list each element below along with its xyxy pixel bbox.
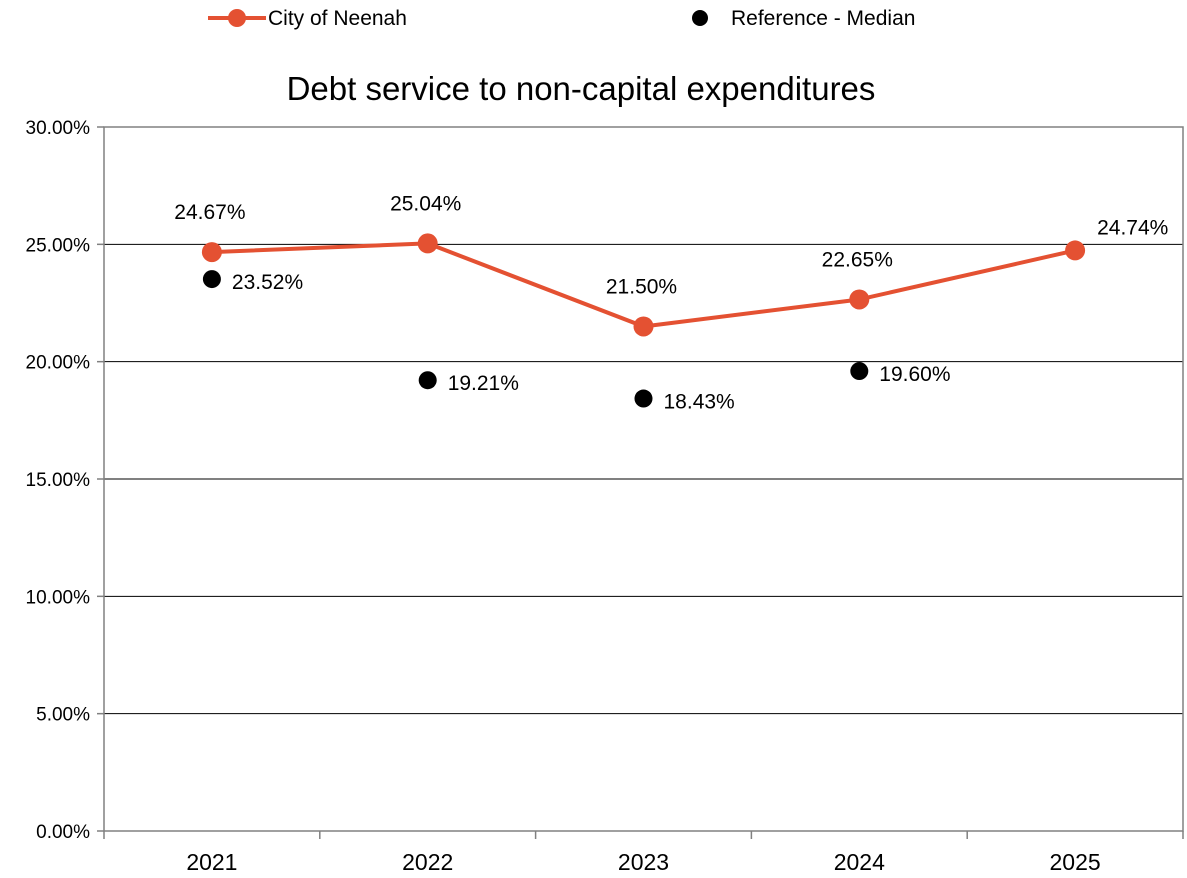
x-tick-label: 2021	[186, 849, 237, 875]
series-reference-median: 23.52% 19.21% 18.43% 19.60%	[202, 270, 951, 414]
legend: City of Neenah Reference - Median	[208, 7, 915, 30]
city-data-label: 25.04%	[390, 192, 461, 215]
city-data-label: 21.50%	[606, 275, 677, 298]
y-tick-label: 15.00%	[26, 470, 91, 491]
median-data-label: 23.52%	[232, 271, 303, 294]
x-tick-label: 2024	[834, 849, 885, 875]
legend-swatch-median-marker	[692, 10, 708, 26]
city-data-label: 22.65%	[822, 248, 893, 271]
city-data-label: 24.67%	[174, 201, 245, 224]
x-tick-label: 2023	[618, 849, 669, 875]
city-point-2023	[633, 316, 654, 337]
median-data-label: 18.43%	[664, 391, 735, 414]
y-axis: 0.00% 5.00% 10.00% 15.00% 20.00% 25.00% 30.00%	[26, 118, 104, 843]
x-tick-label: 2022	[402, 849, 453, 875]
legend-item-city: City of Neenah	[208, 7, 407, 30]
median-data-label: 19.21%	[448, 372, 519, 395]
y-tick-label: 30.00%	[26, 118, 91, 139]
x-tick-label: 2025	[1050, 849, 1101, 875]
series-city-of-neenah: 24.67% 25.04% 21.50% 22.65% 24.74%	[174, 192, 1168, 337]
x-axis: 2021 2022 2023 2024 2025	[103, 831, 1184, 875]
y-tick-label: 20.00%	[26, 353, 91, 374]
median-point-2022	[418, 371, 437, 390]
city-point-2025	[1065, 240, 1086, 261]
city-data-label: 24.74%	[1097, 216, 1168, 239]
gridlines	[104, 243, 1183, 715]
legend-swatch-city-marker	[228, 9, 246, 27]
city-point-2024	[849, 289, 870, 310]
median-point-2024	[850, 362, 869, 381]
city-point-2021	[201, 242, 222, 263]
legend-item-median: Reference - Median	[692, 7, 915, 30]
median-point-2021	[202, 270, 221, 289]
legend-label-city: City of Neenah	[268, 7, 407, 30]
median-point-2023	[634, 389, 653, 408]
y-tick-label: 0.00%	[36, 822, 90, 843]
y-tick-label: 10.00%	[26, 587, 91, 608]
median-data-label: 19.60%	[879, 363, 950, 386]
city-point-2022	[417, 233, 438, 254]
y-tick-label: 5.00%	[36, 705, 90, 726]
y-tick-label: 25.00%	[26, 235, 91, 256]
legend-label-median: Reference - Median	[731, 7, 915, 30]
chart-title: Debt service to non-capital expenditures	[287, 70, 876, 107]
